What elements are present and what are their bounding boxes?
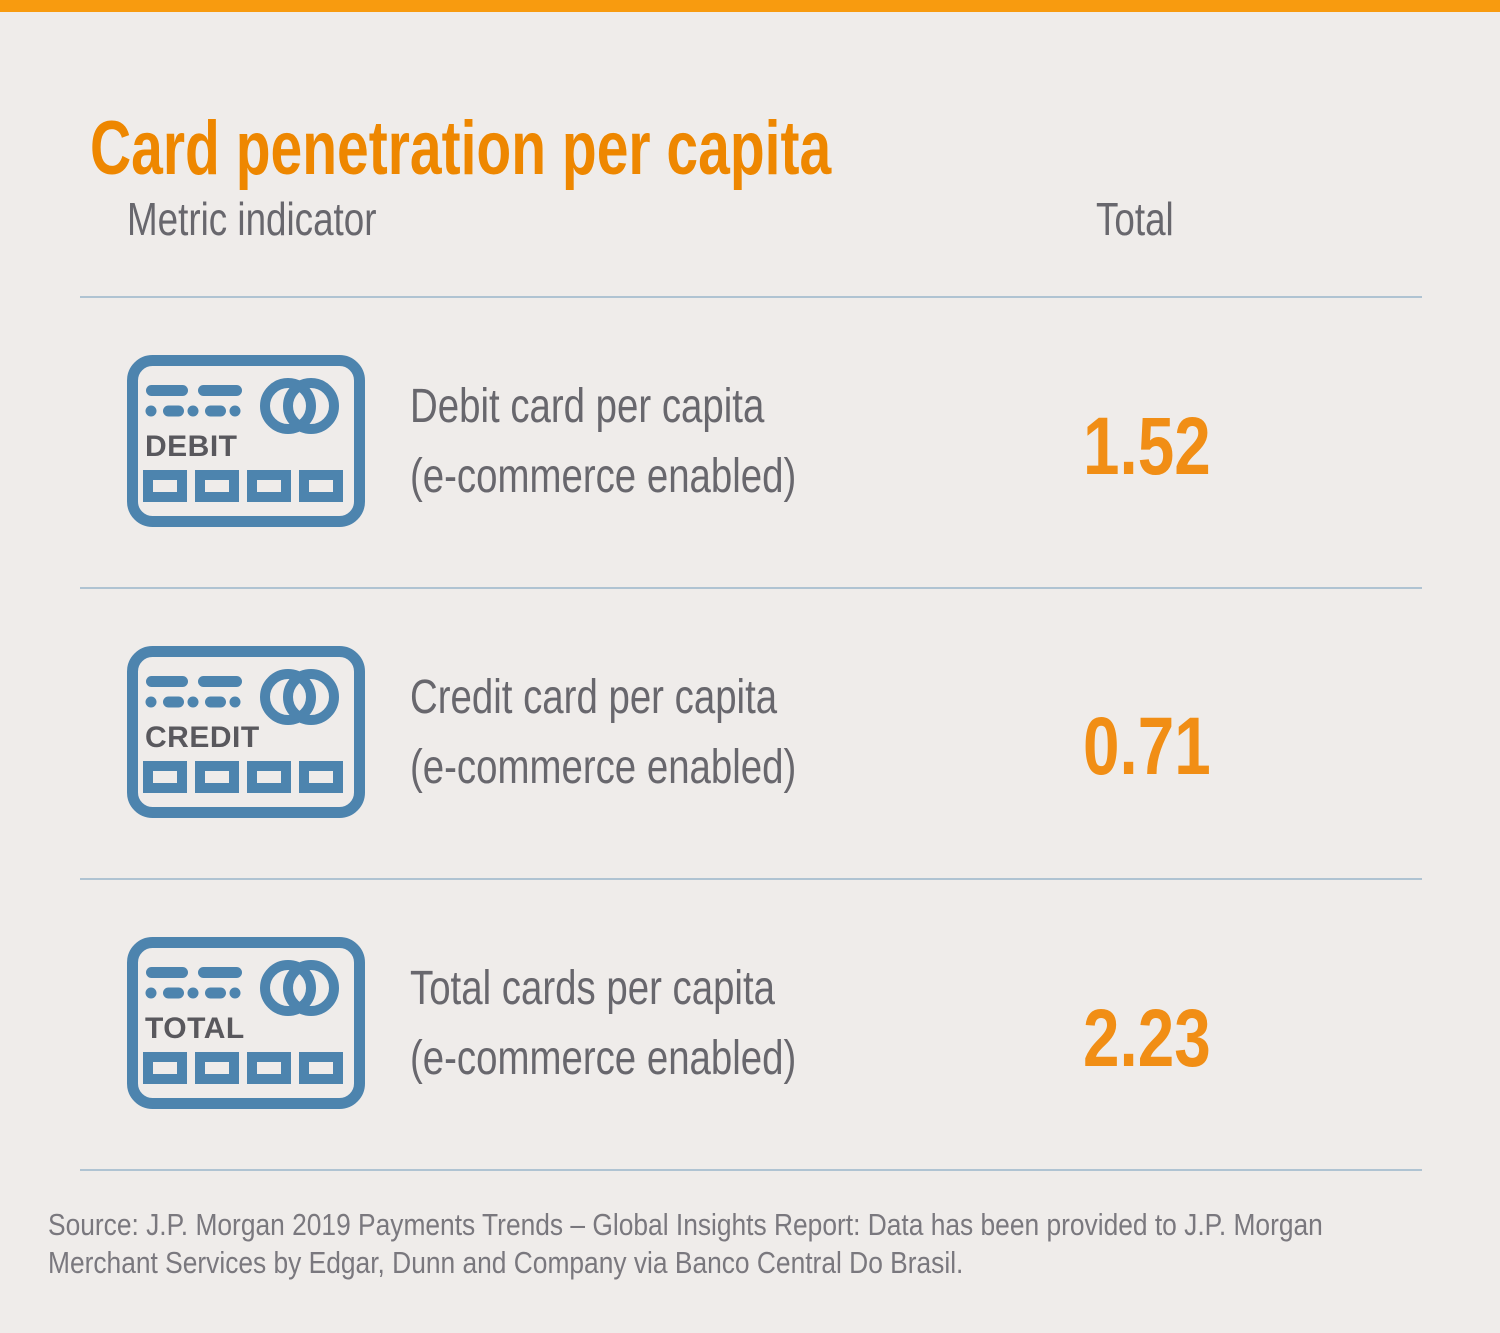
credit-card-icon: CREDIT xyxy=(127,646,365,818)
svg-text:DEBIT: DEBIT xyxy=(145,430,238,463)
row-label-debit: Debit card per capita (e-commerce enable… xyxy=(410,380,797,503)
total-cards-icon: TOTAL xyxy=(127,937,365,1109)
divider-row-2 xyxy=(80,878,1422,880)
top-accent-bar xyxy=(0,0,1500,12)
page-title: Card penetration per capita xyxy=(90,105,832,191)
svg-text:CREDIT: CREDIT xyxy=(145,721,260,754)
divider-row-1 xyxy=(80,587,1422,589)
debit-card-icon: DEBIT xyxy=(127,355,365,527)
source-note: Source: J.P. Morgan 2019 Payments Trends… xyxy=(48,1207,1323,1280)
svg-text:TOTAL: TOTAL xyxy=(145,1012,245,1045)
row-value-total: 2.23 xyxy=(1083,993,1211,1084)
divider-header xyxy=(80,296,1422,298)
row-label-total: Total cards per capita (e-commerce enabl… xyxy=(410,962,797,1085)
column-header-total: Total xyxy=(1096,193,1174,245)
row-label-credit: Credit card per capita (e-commerce enabl… xyxy=(410,671,797,794)
row-value-credit: 0.71 xyxy=(1083,701,1211,792)
row-value-debit: 1.52 xyxy=(1083,401,1211,492)
divider-row-3 xyxy=(80,1169,1422,1171)
column-header-metric-indicator: Metric indicator xyxy=(127,193,377,245)
